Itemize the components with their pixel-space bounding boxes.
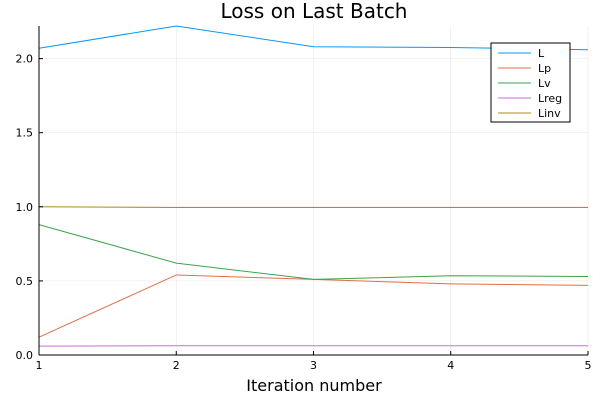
y-tick-label: 1.0 [16, 201, 34, 214]
chart-title: Loss on Last Batch [220, 0, 407, 23]
y-tick-label: 1.5 [16, 127, 34, 140]
series-line-lv [38, 224, 589, 280]
legend-label-l: L [538, 47, 545, 60]
x-tick-label: 5 [585, 359, 592, 372]
legend-label-lp: Lp [538, 62, 551, 75]
axes-layer [38, 26, 589, 356]
x-axis-title: Iteration number [246, 376, 382, 395]
y-tick-label: 0.0 [16, 349, 34, 362]
x-tick-label: 1 [36, 359, 43, 372]
legend-label-lreg: Lreg [538, 92, 562, 105]
legend-label-lv: Lv [538, 77, 551, 90]
y-tick-label: 0.5 [16, 275, 34, 288]
legend-label-linv: Linv [538, 107, 561, 120]
x-tick-label: 3 [310, 359, 317, 372]
series-line-linv [38, 206, 588, 209]
tick-label-layer: 1 2 3 4 5 0.0 0.5 1.0 1.5 2.0 [16, 53, 592, 372]
x-tick-label: 2 [173, 359, 180, 372]
y-tick-label: 2.0 [16, 53, 34, 66]
legend: L Lp Lv Lreg Linv [490, 42, 571, 123]
x-tick-label: 4 [447, 359, 454, 372]
